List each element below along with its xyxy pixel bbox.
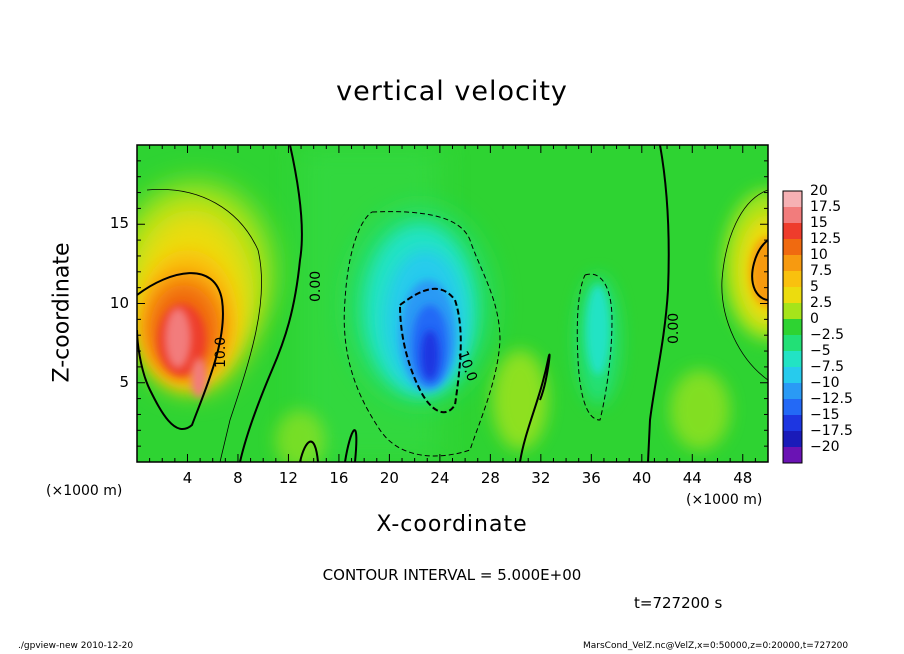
y-tick-label: 5 xyxy=(119,372,129,391)
x-tick-label: 4 xyxy=(182,469,193,487)
colorbar xyxy=(782,190,803,464)
x-tick-label: 44 xyxy=(682,469,702,487)
colorbar-label: −10 xyxy=(810,375,840,391)
colorbar-swatch xyxy=(783,367,802,384)
x-tick-label: 8 xyxy=(233,469,243,487)
colorbar-label: −17.5 xyxy=(810,423,853,439)
colorbar-label: 12.5 xyxy=(810,231,842,247)
colorbar-swatch xyxy=(783,431,802,448)
colorbar-swatch xyxy=(783,399,802,416)
colorbar-label: 15 xyxy=(810,215,828,231)
x-unit-label-right: (×1000 m) xyxy=(686,492,763,508)
cold-downdraft-center xyxy=(350,210,490,400)
x-tick-label: 12 xyxy=(278,469,298,487)
colorbar-label: −12.5 xyxy=(810,391,853,407)
chart-title: vertical velocity xyxy=(336,76,568,107)
contour-label-1: 10.0 xyxy=(213,337,229,368)
x-tick-label: 16 xyxy=(329,469,349,487)
colorbar-swatch xyxy=(783,447,802,464)
colorbar-swatch xyxy=(783,335,802,352)
x-tick-label: 28 xyxy=(480,469,500,487)
y-tick-label: 15 xyxy=(109,214,129,233)
warm-plume-left xyxy=(137,182,273,398)
axis-ticks xyxy=(137,145,768,462)
x-tick-label: 36 xyxy=(581,469,601,487)
x-axis-label: X-coordinate xyxy=(376,512,528,537)
y-tick-label: 10 xyxy=(109,293,129,312)
footer-left: ./gpview-new 2010-12-20 xyxy=(18,641,134,651)
colorbar-swatch xyxy=(783,271,802,288)
x-tick-label: 40 xyxy=(632,469,652,487)
colorbar-label: −15 xyxy=(810,407,840,423)
colorbar-label: 7.5 xyxy=(810,263,833,279)
colorbar-label: 10 xyxy=(810,247,828,263)
colorbar-swatch xyxy=(783,191,802,208)
y-axis-label: Z-coordinate xyxy=(49,242,75,383)
contour-label-2: 0.00 xyxy=(308,271,324,302)
colorbar-label: −2.5 xyxy=(810,327,844,343)
colorbar-label: 17.5 xyxy=(810,199,842,215)
x-tick-label: 24 xyxy=(430,469,450,487)
colorbar-swatch xyxy=(783,303,802,320)
colorbar-swatch xyxy=(783,287,802,304)
colorbar-label: 0 xyxy=(810,311,819,327)
x-unit-label-left: (×1000 m) xyxy=(46,483,123,499)
contour-label-4: 0.00 xyxy=(666,313,682,344)
heatmap-field: 10.0 0.00 10.0 0.00 xyxy=(137,145,768,462)
footer-right: MarsCond_VelZ.nc@VelZ,x=0:50000,z=0:2000… xyxy=(583,641,849,651)
cold-downdraft-right xyxy=(576,275,620,405)
colorbar-swatch xyxy=(783,255,802,272)
colorbar-label: −20 xyxy=(810,439,840,455)
x-tick-label: 20 xyxy=(379,469,399,487)
colorbar-swatch xyxy=(783,207,802,224)
colorbar-swatch xyxy=(783,351,802,368)
colorbar-swatch xyxy=(783,223,802,240)
x-tick-label: 32 xyxy=(531,469,551,487)
colorbar-label: −7.5 xyxy=(810,359,844,375)
colorbar-frame xyxy=(782,190,803,464)
colorbar-swatch xyxy=(783,319,802,336)
contour-lines xyxy=(137,145,768,462)
colorbar-swatch xyxy=(783,383,802,400)
contour-interval-text: CONTOUR INTERVAL = 5.000E+00 xyxy=(322,566,582,584)
time-label: t=727200 s xyxy=(634,594,723,612)
colorbar-label: 20 xyxy=(810,183,828,199)
colorbar-label: −5 xyxy=(810,343,831,359)
x-tick-label: 48 xyxy=(733,469,753,487)
colorbar-swatch xyxy=(783,239,802,256)
colorbar-label: 5 xyxy=(810,279,819,295)
colorbar-swatch xyxy=(783,415,802,432)
colorbar-label: 2.5 xyxy=(810,295,833,311)
